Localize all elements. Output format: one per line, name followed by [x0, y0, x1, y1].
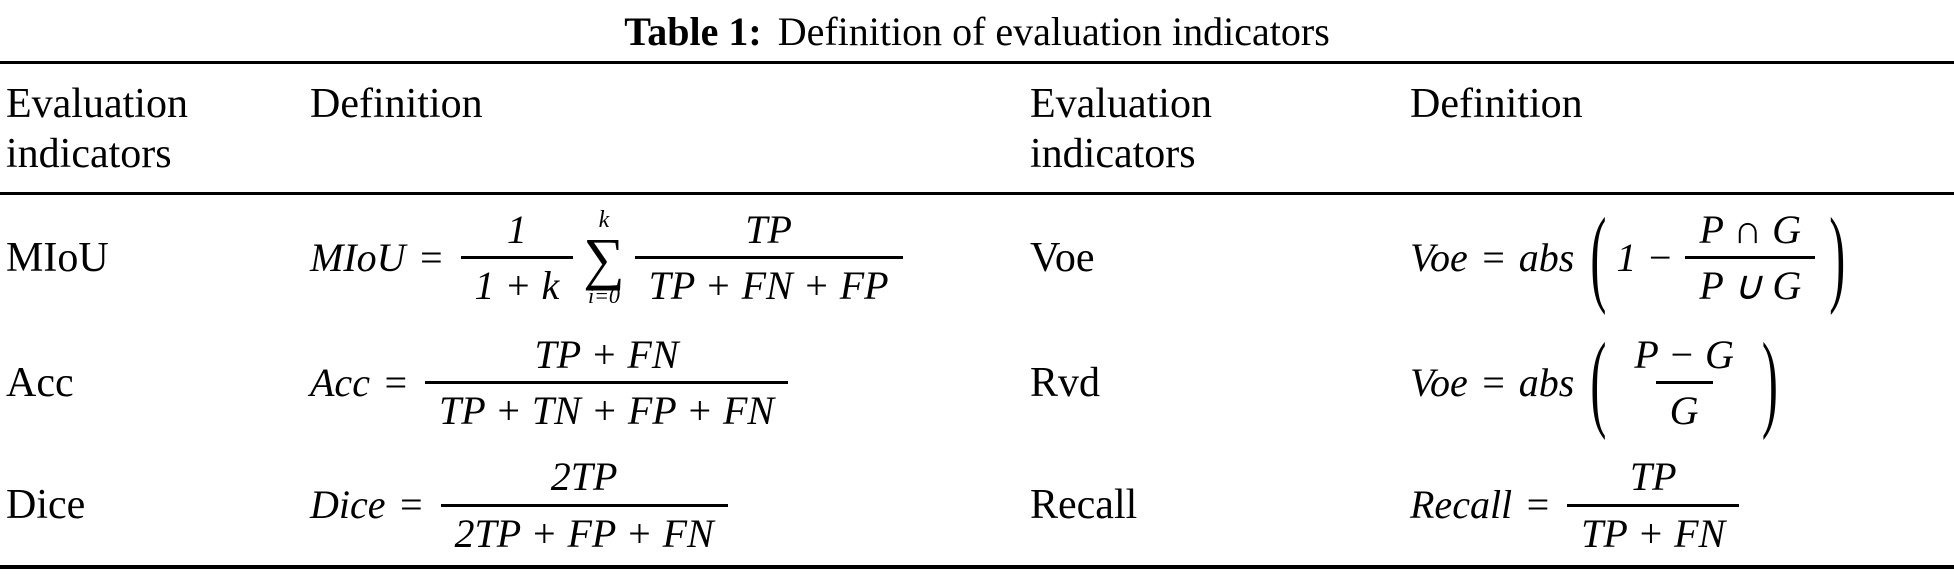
- definition-cell-miou: MIoU = 1 1 + k k ∑ i=0 TP TP + FN + FP: [310, 195, 1030, 320]
- rvd-formula: Voe = abs ( P − G G ): [1410, 327, 1788, 435]
- numerator: P ∩ G: [1699, 206, 1801, 252]
- indicator-label: Rvd: [1030, 359, 1101, 406]
- formula-lhs: Acc: [310, 359, 370, 405]
- definition-cell-dice: Dice = 2TP 2TP + FP + FN: [310, 445, 1030, 565]
- summation-lower-limit: i=0: [587, 283, 620, 309]
- recall-formula: Recall = TP TP + FN: [1410, 454, 1743, 555]
- evaluation-indicators-table: Evaluation indicators Definition Evaluat…: [0, 61, 1954, 569]
- denominator: 2TP + FP + FN: [440, 503, 728, 555]
- header-text: Evaluation indicators: [6, 81, 188, 177]
- open-paren: (: [1590, 196, 1607, 316]
- header-text: Definition: [1410, 81, 1583, 127]
- numerator: P − G: [1634, 331, 1734, 377]
- table-caption: Table 1: Definition of evaluation indica…: [0, 0, 1954, 61]
- miou-formula: MIoU = 1 1 + k k ∑ i=0 TP TP + FN + FP: [310, 208, 907, 307]
- summation-upper-limit: k: [598, 206, 610, 233]
- indicator-label: Dice: [6, 482, 86, 528]
- formula-lhs: Voe: [1410, 234, 1468, 280]
- numerator: 1: [506, 206, 527, 252]
- voe-formula: Voe = abs ( 1 − P ∩ G P ∪ G ): [1410, 202, 1855, 310]
- indicator-cell-acc: Acc: [0, 320, 310, 445]
- indicator-cell-miou: MIoU: [0, 195, 310, 320]
- equals-sign: =: [397, 482, 425, 528]
- denominator: TP + FN + FP: [634, 256, 903, 307]
- fraction: P ∩ G P ∪ G: [1685, 206, 1816, 307]
- caption-label: Table 1:: [624, 9, 762, 54]
- formula-lhs: Recall: [1410, 482, 1513, 528]
- fraction: P − G G: [1620, 331, 1748, 433]
- acc-formula: Acc = TP + FN TP + TN + FP + FN: [310, 333, 792, 432]
- close-paren: ): [1829, 196, 1846, 316]
- numerator: TP: [1629, 454, 1677, 500]
- formula-lhs: Voe: [1410, 359, 1468, 405]
- denominator: P ∪ G: [1685, 256, 1816, 307]
- formula-lhs: Dice: [310, 482, 386, 528]
- denominator: TP + FN: [1567, 503, 1740, 555]
- denominator: 1 + k: [460, 256, 574, 307]
- fraction: 2TP 2TP + FP + FN: [440, 454, 728, 555]
- summation: k ∑ i=0: [583, 208, 624, 307]
- denominator: G: [1655, 381, 1713, 432]
- equals-sign: =: [1524, 482, 1552, 528]
- abs-function: abs: [1518, 234, 1575, 280]
- header-text: Evaluation indicators: [1030, 81, 1212, 177]
- fraction: TP + FN TP + TN + FP + FN: [424, 331, 789, 432]
- header-definition-left: Definition: [310, 64, 1030, 195]
- indicator-label: MIoU: [6, 234, 109, 281]
- header-definition-right: Definition: [1410, 64, 1954, 195]
- abs-function: abs: [1518, 359, 1575, 405]
- definition-cell-rvd: Voe = abs ( P − G G ): [1410, 320, 1954, 445]
- dice-formula: Dice = 2TP 2TP + FP + FN: [310, 454, 732, 555]
- denominator: TP + TN + FP + FN: [424, 381, 789, 432]
- definition-cell-acc: Acc = TP + FN TP + TN + FP + FN: [310, 320, 1030, 445]
- sigma-symbol: ∑: [583, 225, 625, 291]
- formula-term: 1 −: [1616, 234, 1674, 280]
- indicator-label: Recall: [1030, 482, 1138, 528]
- indicator-label: Acc: [6, 359, 74, 406]
- indicator-label: Voe: [1030, 234, 1095, 281]
- definition-cell-voe: Voe = abs ( 1 − P ∩ G P ∪ G ): [1410, 195, 1954, 320]
- numerator: 2TP: [550, 454, 618, 500]
- indicator-cell-dice: Dice: [0, 445, 310, 565]
- header-evaluation-indicators-right: Evaluation indicators: [1030, 64, 1410, 195]
- numerator: TP: [745, 206, 792, 252]
- header-evaluation-indicators-left: Evaluation indicators: [0, 64, 310, 195]
- equals-sign: =: [381, 359, 409, 405]
- numerator: TP + FN: [534, 331, 679, 377]
- caption-title: Definition of evaluation indicators: [777, 9, 1330, 54]
- fraction: TP TP + FN: [1567, 454, 1740, 555]
- indicator-cell-voe: Voe: [1030, 195, 1410, 320]
- definition-cell-recall: Recall = TP TP + FN: [1410, 445, 1954, 565]
- open-paren: (: [1590, 321, 1607, 441]
- equals-sign: =: [1479, 234, 1507, 280]
- formula-lhs: MIoU: [310, 234, 406, 280]
- indicator-cell-recall: Recall: [1030, 445, 1410, 565]
- fraction: TP TP + FN + FP: [634, 206, 903, 307]
- equals-sign: =: [417, 234, 445, 280]
- indicator-cell-rvd: Rvd: [1030, 320, 1410, 445]
- close-paren: ): [1761, 321, 1778, 441]
- header-text: Definition: [310, 81, 483, 127]
- fraction: 1 1 + k: [460, 206, 574, 307]
- equals-sign: =: [1479, 359, 1507, 405]
